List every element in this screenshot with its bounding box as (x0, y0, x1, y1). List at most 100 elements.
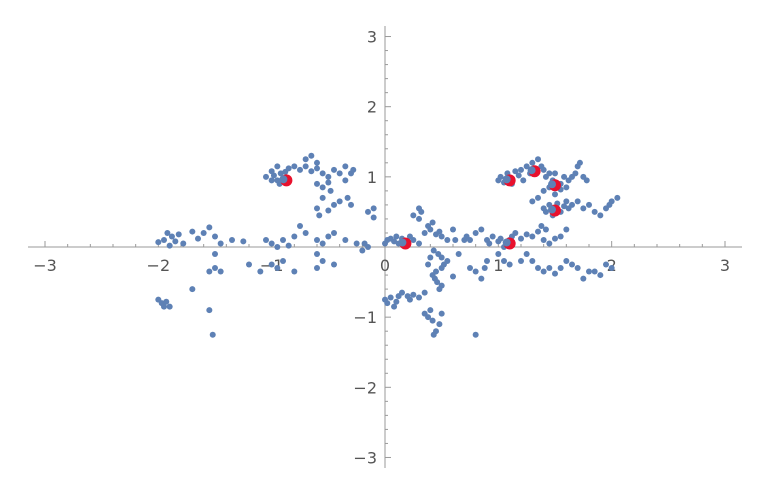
scatter-point (314, 159, 320, 166)
scatter-point (438, 310, 445, 317)
scatter-point (155, 239, 162, 246)
scatter-point (523, 163, 530, 170)
scatter-point (189, 286, 196, 293)
scatter-point (410, 212, 417, 219)
scatter-point (180, 240, 187, 247)
scatter-point (546, 170, 553, 177)
scatter-point (569, 261, 575, 268)
scatter-point (365, 208, 371, 215)
scatter-point (166, 242, 173, 249)
scatter-point (486, 240, 493, 247)
y-tick-label: −1 (353, 308, 377, 327)
scatter-point (342, 163, 349, 170)
scatter-point (540, 268, 547, 275)
scatter-point (274, 244, 281, 250)
scatter-point (518, 235, 524, 242)
y-tick-label: 1 (367, 168, 377, 187)
x-tick-label: −3 (33, 256, 57, 275)
scatter-point (291, 268, 298, 275)
scatter-point (161, 303, 167, 310)
scatter-point (348, 201, 354, 208)
x-tick-label: 1 (493, 256, 503, 275)
scatter-point (563, 184, 570, 191)
scatter-point (263, 236, 269, 243)
scatter-point (433, 268, 439, 275)
scatter-point (391, 303, 398, 310)
scatter-point (421, 289, 428, 296)
scatter-point (430, 247, 437, 254)
scatter-point (280, 258, 286, 265)
scatter-point (518, 166, 524, 173)
scatter-point (435, 251, 442, 258)
scatter-point (506, 261, 513, 268)
scatter-point (161, 236, 167, 243)
scatter-point (370, 205, 377, 212)
scatter-point (331, 201, 337, 208)
scatter-point (472, 268, 479, 275)
scatter-point (168, 233, 175, 240)
scatter-point (603, 261, 609, 268)
scatter-point (515, 172, 522, 179)
scatter-point (277, 170, 284, 177)
scatter-point (212, 265, 218, 272)
scatter-point (436, 228, 443, 235)
scatter-point (342, 236, 349, 243)
scatter-point (206, 307, 213, 314)
scatter-point (166, 303, 173, 310)
scatter-point (325, 207, 332, 214)
scatter-point (308, 168, 315, 175)
scatter-point (557, 233, 564, 240)
scatter-point (314, 180, 320, 187)
data-points (155, 152, 621, 338)
highlight-point-overlap (398, 238, 407, 247)
scatter-point (319, 240, 326, 247)
scatter-point (450, 226, 456, 233)
scatter-point (518, 258, 524, 265)
scatter-point (308, 152, 315, 159)
scatter-point (350, 166, 357, 173)
scatter-point (391, 238, 398, 245)
scatter-point (436, 286, 443, 293)
highlight-point-overlap (502, 175, 511, 184)
scatter-point (302, 156, 309, 163)
scatter-point (561, 173, 568, 180)
scatter-point (427, 226, 434, 233)
scatter-point (274, 163, 281, 170)
scatter-point (552, 191, 558, 198)
scatter-point (583, 177, 590, 184)
scatter-point (586, 268, 592, 275)
scatter-point (540, 187, 547, 194)
scatter-point (478, 226, 485, 233)
scatter-point (489, 233, 496, 240)
scatter-point (353, 240, 360, 247)
scatter-point (416, 294, 422, 301)
scatter-point (546, 240, 553, 247)
highlight-point-overlap (279, 175, 288, 184)
scatter-point (195, 235, 201, 242)
scatter-point (263, 173, 269, 180)
scatter-point (212, 233, 218, 240)
scatter-point (552, 170, 558, 177)
scatter-point (212, 251, 218, 258)
scatter-point (291, 163, 298, 170)
scatter-point (427, 307, 434, 314)
scatter-point (429, 317, 436, 324)
scatter-point (529, 233, 536, 240)
scatter-point (425, 314, 432, 321)
scatter-point (314, 165, 320, 172)
scatter-point (436, 321, 443, 328)
scatter-point (319, 184, 326, 191)
scatter-point (387, 294, 394, 301)
scatter-point (342, 177, 349, 184)
x-tick-label: 3 (720, 256, 730, 275)
scatter-point (472, 229, 479, 236)
scatter-point (606, 201, 613, 208)
scatter-point (586, 201, 592, 208)
scatter-point (331, 166, 337, 173)
scatter-point (319, 194, 326, 201)
scatter-point (529, 159, 536, 166)
scatter-point (540, 166, 547, 173)
scatter-point (427, 254, 434, 261)
scatter-point (336, 170, 343, 177)
